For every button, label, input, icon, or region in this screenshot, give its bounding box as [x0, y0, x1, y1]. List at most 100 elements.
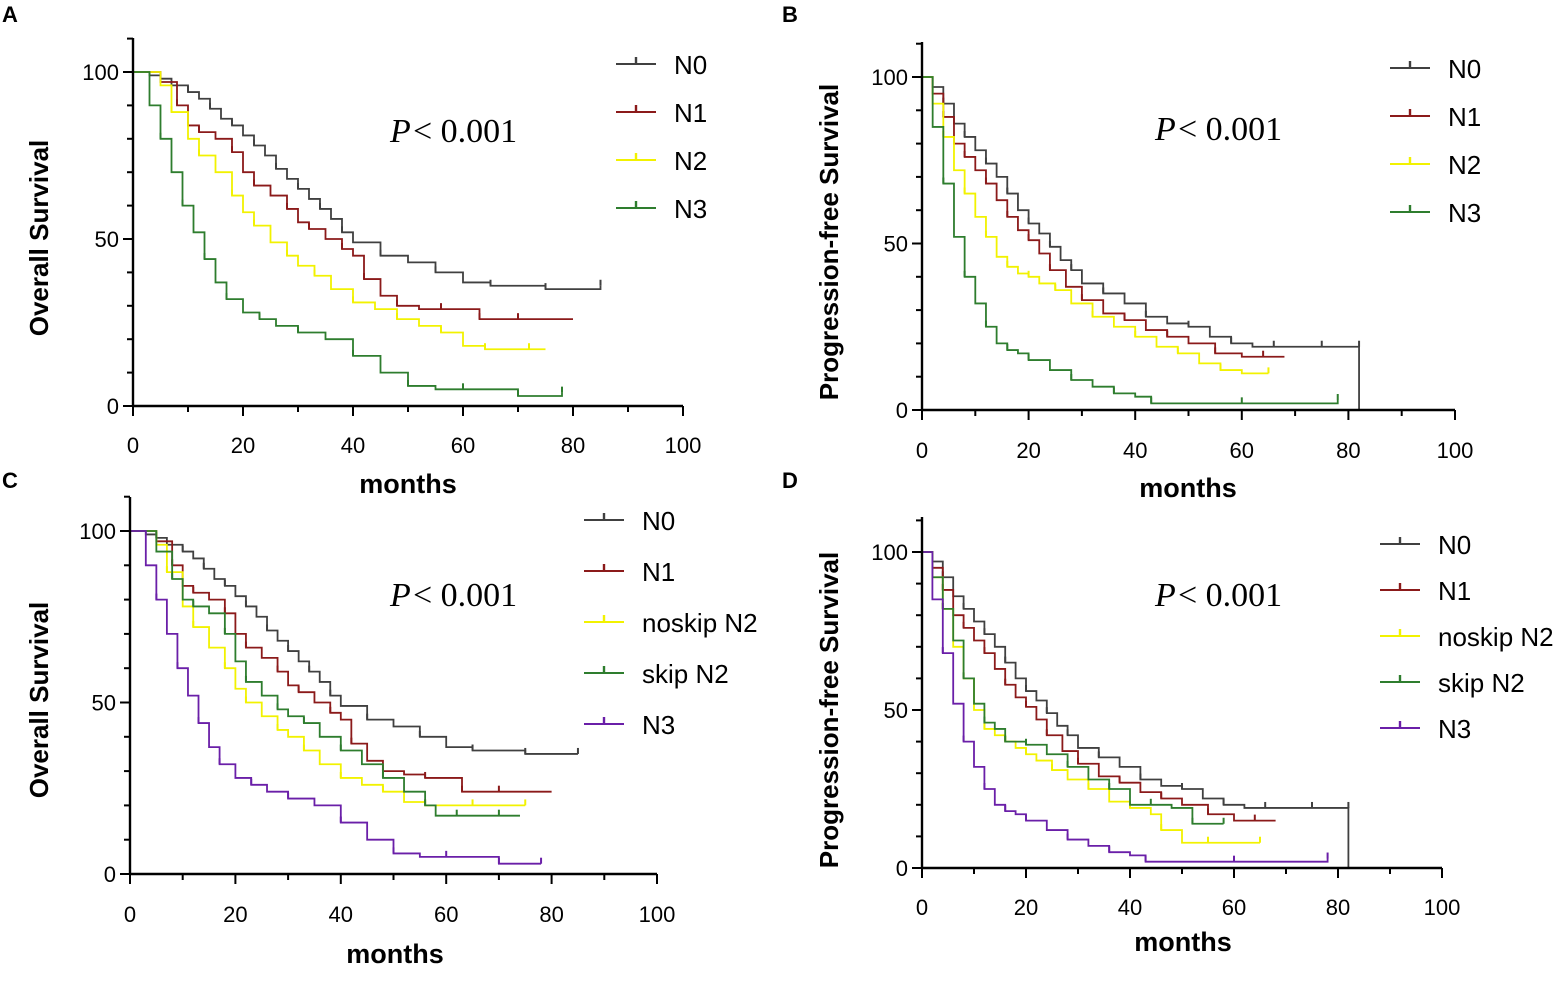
- x-tick-label: 100: [639, 902, 676, 927]
- x-tick-label: 60: [1222, 895, 1246, 920]
- legend-label: N3: [1438, 714, 1471, 744]
- x-tick-label: 20: [1014, 895, 1038, 920]
- x-tick-label: 20: [223, 902, 247, 927]
- legend: N0 N1 noskip N2 skip N2 N3: [1380, 530, 1554, 744]
- y-axis-label: Progression-free Survival: [814, 552, 844, 868]
- curve-n1: [922, 551, 1276, 822]
- y-tick-label: 0: [896, 856, 908, 881]
- legend: N0 N1 noskip N2 skip N2 N3: [584, 506, 758, 740]
- x-tick-label: 60: [451, 433, 475, 458]
- legend-label: N0: [674, 50, 707, 80]
- x-tick-labels: 0 20 40 60 80 100: [124, 902, 675, 927]
- y-axis-label: Overall Survival: [24, 140, 54, 337]
- x-tick-labels: 0 20 40 60 80 100: [127, 433, 701, 458]
- legend-item: N0: [1390, 54, 1481, 84]
- panel-label: C: [2, 468, 18, 493]
- legend-item: noskip N2: [1380, 622, 1554, 652]
- legend-label: N2: [674, 146, 707, 176]
- p-value-text: < 0.001: [1178, 111, 1282, 148]
- x-tick-label: 40: [1123, 438, 1147, 463]
- legend-item: N3: [616, 194, 707, 224]
- svg-text:P: P: [1154, 577, 1176, 614]
- y-tick-label: 100: [871, 65, 908, 90]
- legend-item: N3: [1390, 198, 1481, 228]
- curve-n1: [922, 76, 1285, 358]
- x-tick-label: 0: [124, 902, 136, 927]
- x-tick-label: 40: [1118, 895, 1142, 920]
- legend: N0 N1 N2 N3: [1390, 54, 1481, 228]
- y-tick-label: 0: [104, 862, 116, 887]
- legend-label: N0: [642, 506, 675, 536]
- x-tick-label: 100: [1437, 438, 1474, 463]
- x-tick-label: 0: [916, 895, 928, 920]
- panel-b: B Progression-free Survival months P < 0…: [782, 2, 1481, 503]
- legend-item: skip N2: [584, 659, 729, 689]
- x-axis-label: months: [1139, 473, 1237, 503]
- x-tick-label: 100: [665, 433, 702, 458]
- curve-skip-n2: [130, 530, 520, 817]
- legend-label: N3: [642, 710, 675, 740]
- x-tick-label: 80: [539, 902, 563, 927]
- legend-item: N3: [584, 710, 675, 740]
- legend-item: N1: [1390, 102, 1481, 132]
- y-axis-label: Progression-free Survival: [814, 84, 844, 400]
- curve-n0: [133, 71, 602, 290]
- x-axis-label: months: [359, 469, 457, 499]
- svg-text:P: P: [389, 113, 411, 150]
- legend-label: N0: [1448, 54, 1481, 84]
- legend-label: noskip N2: [642, 608, 758, 638]
- legend-item: N1: [616, 98, 707, 128]
- x-axis-label: months: [1134, 927, 1232, 957]
- x-tick-label: 40: [329, 902, 353, 927]
- legend-item: N0: [1380, 530, 1471, 560]
- y-axis-label: Overall Survival: [24, 602, 54, 799]
- y-tick-labels: 0 50 100: [871, 540, 908, 881]
- x-tick-label: 20: [231, 433, 255, 458]
- x-tick-label: 20: [1016, 438, 1040, 463]
- p-value-text: < 0.001: [413, 577, 517, 614]
- curve-n1: [133, 71, 573, 321]
- curve-n3: [922, 551, 1329, 863]
- legend-label: N3: [1448, 198, 1481, 228]
- survival-curves: [133, 71, 602, 397]
- legend-item: N2: [616, 146, 707, 176]
- legend-label: N3: [674, 194, 707, 224]
- x-tick-label: 60: [1230, 438, 1254, 463]
- panel-label: A: [2, 2, 18, 27]
- curve-noskip-n2: [130, 530, 526, 807]
- survival-curves: [922, 76, 1361, 410]
- y-tick-labels: 0 50 100: [79, 519, 116, 887]
- x-tick-label: 0: [127, 433, 139, 458]
- x-tick-label: 60: [434, 902, 458, 927]
- y-tick-labels: 0 50 100: [871, 65, 908, 423]
- panel-label: D: [782, 468, 798, 493]
- survival-curves: [130, 530, 579, 865]
- x-tick-labels: 0 20 40 60 80 100: [916, 895, 1460, 920]
- legend-label: N1: [1448, 102, 1481, 132]
- legend-item: N3: [1380, 714, 1471, 744]
- panel-d: D Progression-free Survival months P < 0…: [782, 468, 1554, 957]
- x-tick-labels: 0 20 40 60 80 100: [916, 438, 1473, 463]
- legend-item: N0: [584, 506, 675, 536]
- legend-label: skip N2: [1438, 668, 1525, 698]
- legend-label: skip N2: [642, 659, 729, 689]
- y-tick-label: 100: [79, 519, 116, 544]
- legend-item: skip N2: [1380, 668, 1525, 698]
- y-tick-labels: 0 50 100: [82, 60, 119, 419]
- legend-label: noskip N2: [1438, 622, 1554, 652]
- legend-item: noskip N2: [584, 608, 758, 638]
- p-value: P < 0.001: [1154, 577, 1282, 614]
- panel-a: A Overall Survival months P < 0.001 0 20 4…: [2, 2, 707, 499]
- p-value: P < 0.001: [1154, 111, 1282, 148]
- panel-c: C Overall Survival months P < 0.001 0 20 4…: [2, 468, 758, 969]
- x-tick-label: 80: [561, 433, 585, 458]
- legend-item: N1: [584, 557, 675, 587]
- panel-label: B: [782, 2, 798, 27]
- curve-noskip-n2: [922, 551, 1260, 844]
- legend-label: N1: [674, 98, 707, 128]
- y-tick-label: 0: [107, 394, 119, 419]
- p-value: P < 0.001: [389, 577, 517, 614]
- x-tick-label: 40: [341, 433, 365, 458]
- x-axis-label: months: [346, 939, 444, 969]
